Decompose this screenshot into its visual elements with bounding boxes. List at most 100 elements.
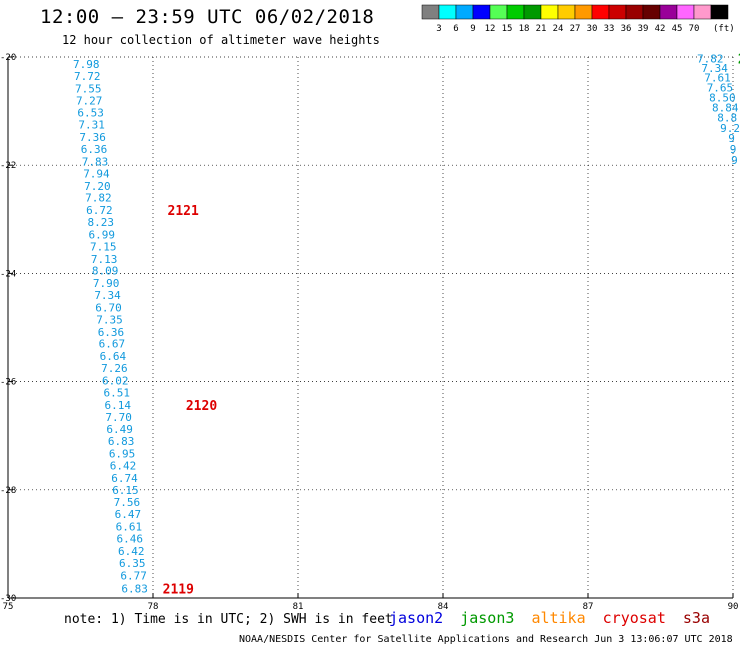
data-points: 7.987.727.557.276.537.317.366.367.837.94… [73,53,740,596]
wave-height-point: 7.61 [704,72,731,85]
legend-swatch [557,4,576,20]
legend-swatch [523,4,542,20]
legend-swatch [540,4,559,20]
wave-height-point: 6.02 [102,375,129,388]
legend-label: 36 [621,24,632,34]
legend-swatch [472,4,491,20]
wave-height-point: 7.55 [75,82,102,95]
wave-height-point: 6.61 [116,521,143,534]
wave-height-point: 6.14 [104,399,131,412]
credit-line: NOAA/NESDIS Center for Satellite Applica… [239,634,733,645]
wave-height-point: 6.83 [121,582,148,595]
y-tick-label: -24 [0,269,16,279]
sat-altika: altika [531,609,586,627]
wave-height-point: 6.74 [111,472,138,485]
axes: 75 78 81 84 87 90 -20 -22 -24 -26 -28 -30 [0,53,738,612]
x-tick-label: 75 [3,602,14,612]
time-label: 2119 [163,582,194,597]
wave-height-point: 7.36 [79,131,106,144]
x-tick-label: 87 [583,602,594,612]
satellite-legend: jason2 jason3 altika cryosat s3a [389,609,718,627]
y-tick-label: -22 [0,161,16,171]
wave-height-point: 6.95 [109,448,136,461]
legend-swatch [455,4,474,20]
legend-swatch [574,4,593,20]
wave-height-point: 7.56 [114,496,141,509]
wave-height-point: 6.64 [100,350,127,363]
legend-label: 12 [485,24,496,34]
wave-height-point: 6.35 [119,557,146,570]
wave-height-point: 6.51 [104,386,131,399]
wave-height-point: 6.46 [117,532,144,545]
wave-height-point: 7.26 [101,362,128,375]
legend-swatch [659,4,678,20]
legend-label: 27 [570,24,581,34]
wave-height-point: 7.83 [82,155,109,168]
wave-height-point: 7.31 [78,119,105,132]
wave-height-point: 8.09 [92,265,119,278]
wave-height-point: 7.72 [74,70,101,83]
wave-height-point: 8.8 [717,112,737,125]
wave-height-point: 6.42 [118,545,145,558]
legend-label: 42 [655,24,666,34]
legend-swatch [608,4,627,20]
wave-height-point: 7.27 [76,94,103,107]
legend-swatch [693,4,712,20]
time-label: 2 [738,53,740,68]
legend-label: 21 [536,24,547,34]
legend-label: 24 [553,24,564,34]
wave-height-point: 6.67 [99,338,126,351]
wave-height-point: 7.98 [73,58,100,71]
x-tick-label: 81 [293,602,304,612]
wave-height-point: 7.35 [96,313,123,326]
legend-label: 39 [638,24,649,34]
wave-height-point: 7.13 [91,253,118,266]
legend-label: 30 [587,24,598,34]
wave-height-point: 6.77 [120,569,147,582]
wave-height-point: 6.99 [89,228,116,241]
wave-height-point: 6.42 [110,459,137,472]
chart-subtitle: 12 hour collection of altimeter wave hei… [62,33,380,47]
legend-swatch [438,4,457,20]
legend-label: 3 [436,24,441,34]
legend-swatch [676,4,695,20]
wave-height-point: 6.83 [108,435,135,448]
wave-height-point: 6.15 [112,484,139,497]
wave-height-point: 6.47 [115,508,142,521]
sat-jason2: jason2 [389,609,444,627]
wave-height-point: 9 [731,154,738,167]
wave-height-point: 6.70 [95,301,122,314]
wave-height-point: 6.53 [77,107,104,120]
x-tick-label: 90 [728,602,739,612]
x-tick-label: 78 [148,602,159,612]
wave-height-point: 8.23 [88,216,115,229]
legend-label: 9 [470,24,475,34]
wave-height-point: 7.34 [94,289,121,302]
x-tick-label: 84 [438,602,449,612]
legend-label: 15 [502,24,513,34]
legend-label: 18 [519,24,530,34]
wave-height-point: 8.50 [709,92,736,105]
y-tick-label: -20 [0,53,16,63]
sat-s3a: s3a [682,609,710,627]
legend-swatch [421,4,440,20]
legend-swatch [710,4,729,20]
wave-height-point: 6.36 [81,143,108,156]
footer-note: note: 1) Time is in UTC; 2) SWH is in fe… [64,612,393,627]
time-labels: 2121 2120 2119 2 [163,53,740,598]
wave-height-point: 7.82 [697,53,724,66]
wave-height-point: 6.49 [106,423,133,436]
wave-height-point: 6.72 [86,204,113,217]
legend-swatch [506,4,525,20]
grid-lines [7,56,734,599]
wave-height-point: 7.82 [85,192,112,205]
time-label: 2121 [168,204,199,219]
wave-height-point: 7.65 [707,81,734,94]
wave-height-point: 7.20 [84,180,111,193]
wave-height-point: 7.70 [105,411,132,424]
wave-height-point: 6.36 [98,326,125,339]
wave-height-point: 9 [730,143,737,156]
y-tick-label: -30 [0,594,16,604]
legend-label: 70 [689,24,700,34]
